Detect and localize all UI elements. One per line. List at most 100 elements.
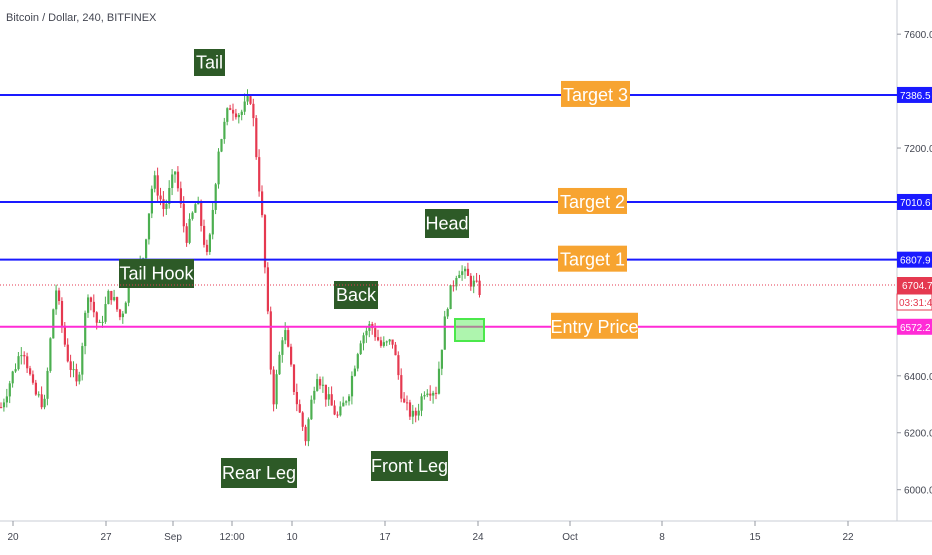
candle-body [403, 398, 406, 403]
candle-body [55, 290, 58, 310]
candle-body [443, 316, 446, 350]
candle-body [377, 337, 380, 341]
candle-body [188, 218, 191, 243]
candle-body [435, 392, 438, 394]
annotation-box [119, 259, 194, 288]
candle-body [240, 111, 243, 115]
candle-body [324, 384, 327, 400]
candle-body [104, 304, 107, 322]
price-axis[interactable]: 7600.0 7200.0 6400.0 6200.0 6000.0 [897, 30, 932, 497]
level-price-value: 7010.6 [900, 198, 931, 209]
candle-body [295, 391, 298, 405]
level-label: Target 1 [560, 250, 625, 270]
candle-body [0, 407, 3, 409]
candle-body [307, 419, 310, 442]
annotation-box [371, 451, 448, 481]
level-price-badge [897, 318, 932, 335]
candle-body [11, 371, 14, 384]
candle-body [266, 267, 269, 312]
candle-body [385, 341, 388, 343]
candle-body [243, 101, 246, 112]
candle-body [408, 402, 412, 417]
annotation-label: Tail Hook [119, 264, 194, 284]
candle-body [466, 268, 470, 276]
candle-body [261, 191, 264, 216]
level-price-badge [897, 251, 932, 268]
candle-body [275, 374, 278, 405]
time-tick-label: 24 [472, 532, 484, 543]
candle-body [359, 343, 362, 355]
candle-body [362, 335, 365, 344]
candle-body [313, 390, 316, 400]
candle-body [14, 369, 17, 372]
time-tick-label: 22 [842, 532, 854, 543]
candle-body [20, 355, 23, 357]
annotation-label: Rear Leg [222, 463, 296, 483]
candle-body [350, 375, 354, 397]
candle-body [249, 96, 252, 104]
candle-body [34, 382, 37, 395]
annotation-box [425, 209, 469, 238]
candle-body [69, 361, 72, 370]
candle-body [379, 340, 383, 346]
candle-body [95, 312, 98, 323]
annotation-label: Front Leg [371, 456, 448, 476]
candle-body [31, 374, 35, 383]
candle-body [406, 402, 409, 404]
candle-body [145, 239, 148, 259]
candle-body [420, 396, 423, 411]
candle-body [437, 368, 441, 394]
candle-body [446, 309, 449, 317]
candle-body [365, 330, 368, 336]
annotation-box [194, 49, 225, 76]
price-tick-label: 6200.0 [904, 429, 932, 440]
time-tick-label: Sep [164, 532, 182, 543]
level-price-value: 6807.9 [900, 256, 931, 267]
candle-body [234, 113, 238, 118]
candle-body [2, 402, 6, 408]
candle-body [49, 338, 52, 371]
candle-body [37, 394, 40, 396]
candle-body [287, 330, 290, 347]
candle-body [400, 375, 403, 399]
candle-body [84, 312, 87, 347]
time-axis[interactable]: 20 27 Sep 12:00 10 17 24 Oct 8 15 22 [7, 521, 854, 543]
candle-body [118, 309, 122, 318]
candle-body [319, 379, 322, 386]
candle-body [255, 118, 258, 158]
candle-body [58, 290, 61, 301]
candle-body [162, 199, 165, 209]
candle-body [124, 302, 127, 314]
candle-body [214, 184, 217, 210]
candle-body [449, 285, 452, 310]
candle-body [23, 355, 26, 357]
candle-body [397, 355, 400, 376]
candle-body [185, 226, 188, 243]
candle-body [194, 204, 197, 213]
candle-body [429, 393, 432, 396]
candle-body [330, 394, 333, 406]
entry-zone-box [454, 318, 485, 342]
candle-body [327, 394, 330, 400]
candle-body [278, 354, 281, 375]
candle-body [5, 396, 8, 403]
price-tick-label: 6000.0 [904, 486, 932, 497]
candle-body [258, 157, 261, 192]
candle-body [220, 139, 223, 152]
candle-body [29, 368, 32, 375]
candle-body [310, 399, 313, 420]
annotation-box [221, 458, 297, 488]
candle-body [226, 108, 229, 122]
candle-body [478, 280, 481, 296]
candle-body [203, 225, 206, 245]
candle-body [339, 406, 342, 416]
level-label: Target 2 [560, 192, 625, 212]
time-tick-label: 17 [379, 532, 391, 543]
candle-body [205, 244, 209, 252]
level-price-badge [897, 193, 932, 210]
candle-body [156, 175, 159, 196]
candle-body [353, 368, 356, 376]
candle-body [17, 356, 20, 370]
time-tick-label: 10 [286, 532, 298, 543]
